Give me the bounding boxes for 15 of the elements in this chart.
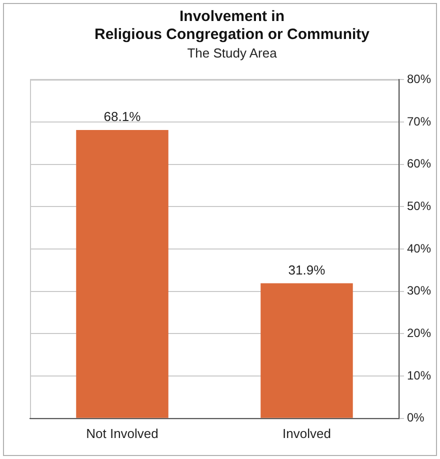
- y-tick-label: 10%: [406, 368, 432, 382]
- y-tick-label: 0%: [406, 410, 425, 425]
- y-tick-label: 30%: [406, 284, 432, 298]
- chart-subtitle: The Study Area: [187, 45, 278, 60]
- x-tick-label: Not Involved: [86, 426, 158, 441]
- data-label: 31.9%: [288, 262, 326, 278]
- y-tick-label: 20%: [406, 326, 432, 340]
- chart-title: Involvement in Religious Congregation or Community: [94, 8, 370, 44]
- x-tick-label: Involved: [282, 426, 331, 441]
- y-tick-label: 50%: [406, 198, 432, 213]
- data-label: 68.1%: [104, 109, 142, 124]
- y-tick-label: 70%: [406, 114, 432, 128]
- y-tick-label: 40%: [406, 241, 432, 256]
- y-tick-label: 80%: [406, 72, 432, 86]
- y-tick-label: 60%: [406, 156, 432, 171]
